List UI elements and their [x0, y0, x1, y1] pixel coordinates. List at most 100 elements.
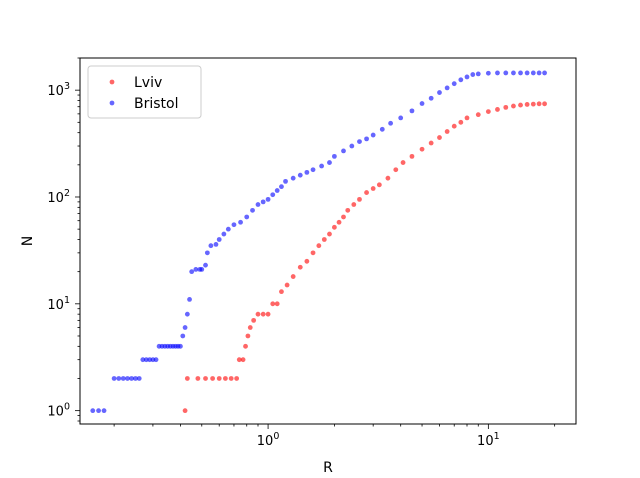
data-point: [116, 376, 122, 381]
y-axis-label: N: [20, 236, 36, 246]
data-point: [216, 237, 222, 242]
data-point: [290, 274, 296, 279]
data-point: [400, 160, 406, 165]
data-point: [231, 222, 237, 228]
data-point: [518, 102, 523, 108]
data-point: [349, 143, 355, 149]
legend-marker: [109, 79, 115, 85]
data-point: [310, 250, 316, 256]
data-point: [495, 70, 500, 76]
data-point: [187, 297, 192, 302]
data-point: [203, 376, 208, 381]
data-point: [143, 357, 149, 363]
data-point: [136, 376, 142, 381]
data-point: [244, 214, 250, 220]
data-point: [129, 376, 134, 381]
data-point: [524, 102, 530, 107]
data-point: [96, 408, 101, 414]
data-point: [379, 126, 385, 132]
legend-marker: [109, 100, 115, 106]
data-point: [189, 269, 195, 275]
data-point: [437, 90, 442, 95]
data-point: [178, 343, 183, 349]
data-point: [310, 167, 316, 173]
data-point: [495, 107, 500, 112]
data-point: [470, 72, 476, 77]
data-point: [182, 408, 188, 414]
data-point: [180, 333, 186, 339]
data-point: [364, 136, 369, 142]
data-point: [464, 74, 470, 80]
y-tick-label: 102: [47, 188, 70, 206]
y-axis-ticks: 100 101 102 103: [47, 57, 80, 422]
data-point: [503, 70, 509, 76]
data-point: [153, 357, 159, 363]
data-point: [518, 70, 523, 76]
data-point: [228, 376, 234, 381]
data-point: [542, 70, 547, 76]
legend: Lviv Bristol: [87, 65, 202, 119]
data-point: [316, 243, 322, 249]
data-point: [511, 103, 516, 109]
data-point: [203, 262, 208, 268]
data-point: [511, 70, 516, 76]
data-point: [475, 112, 481, 118]
data-point: [240, 357, 246, 363]
data-point: [243, 343, 248, 349]
data-point: [221, 231, 227, 237]
data-point: [357, 196, 362, 202]
data-point: [225, 226, 231, 232]
data-point: [193, 267, 199, 272]
data-point: [290, 175, 296, 181]
y-tick-label: 101: [47, 295, 70, 313]
data-point: [216, 376, 222, 381]
data-point: [388, 120, 394, 126]
data-point: [247, 325, 253, 330]
data-point: [376, 182, 382, 188]
data-point: [530, 70, 536, 76]
data-point: [524, 70, 530, 76]
x-tick-label: 100: [257, 431, 280, 449]
data-point: [458, 77, 464, 83]
data-point: [265, 311, 271, 317]
data-point: [199, 267, 205, 272]
data-point: [210, 376, 216, 381]
data-point: [304, 258, 310, 264]
data-point: [265, 196, 271, 202]
data-point: [204, 250, 210, 256]
data-point: [327, 231, 332, 237]
data-point: [270, 301, 276, 307]
data-point: [251, 317, 257, 323]
data-point: [485, 70, 491, 76]
data-point: [444, 85, 450, 91]
data-point: [341, 148, 346, 154]
data-point: [428, 140, 434, 146]
data-point: [451, 123, 457, 129]
data-point: [393, 167, 399, 173]
x-axis-ticks: 100 101: [113, 424, 556, 449]
data-point: [503, 104, 509, 110]
series-lviv: [182, 101, 547, 414]
data-point: [120, 376, 126, 381]
data-point: [238, 219, 243, 225]
data-point: [260, 311, 266, 317]
data-point: [90, 408, 96, 414]
data-point: [260, 199, 266, 205]
data-point: [327, 160, 332, 165]
axes-frame: [79, 57, 577, 425]
data-point: [536, 70, 542, 76]
x-axis-label: R: [323, 460, 333, 476]
data-point: [279, 289, 284, 295]
data-point: [297, 264, 303, 270]
data-point: [475, 71, 481, 77]
data-point: [283, 178, 288, 184]
data-point: [530, 101, 536, 107]
data-point: [336, 219, 342, 225]
data-point: [234, 376, 240, 381]
data-point: [444, 129, 450, 134]
data-point: [304, 169, 310, 175]
data-point: [542, 101, 547, 107]
data-point: [321, 237, 327, 242]
data-point: [270, 192, 276, 198]
